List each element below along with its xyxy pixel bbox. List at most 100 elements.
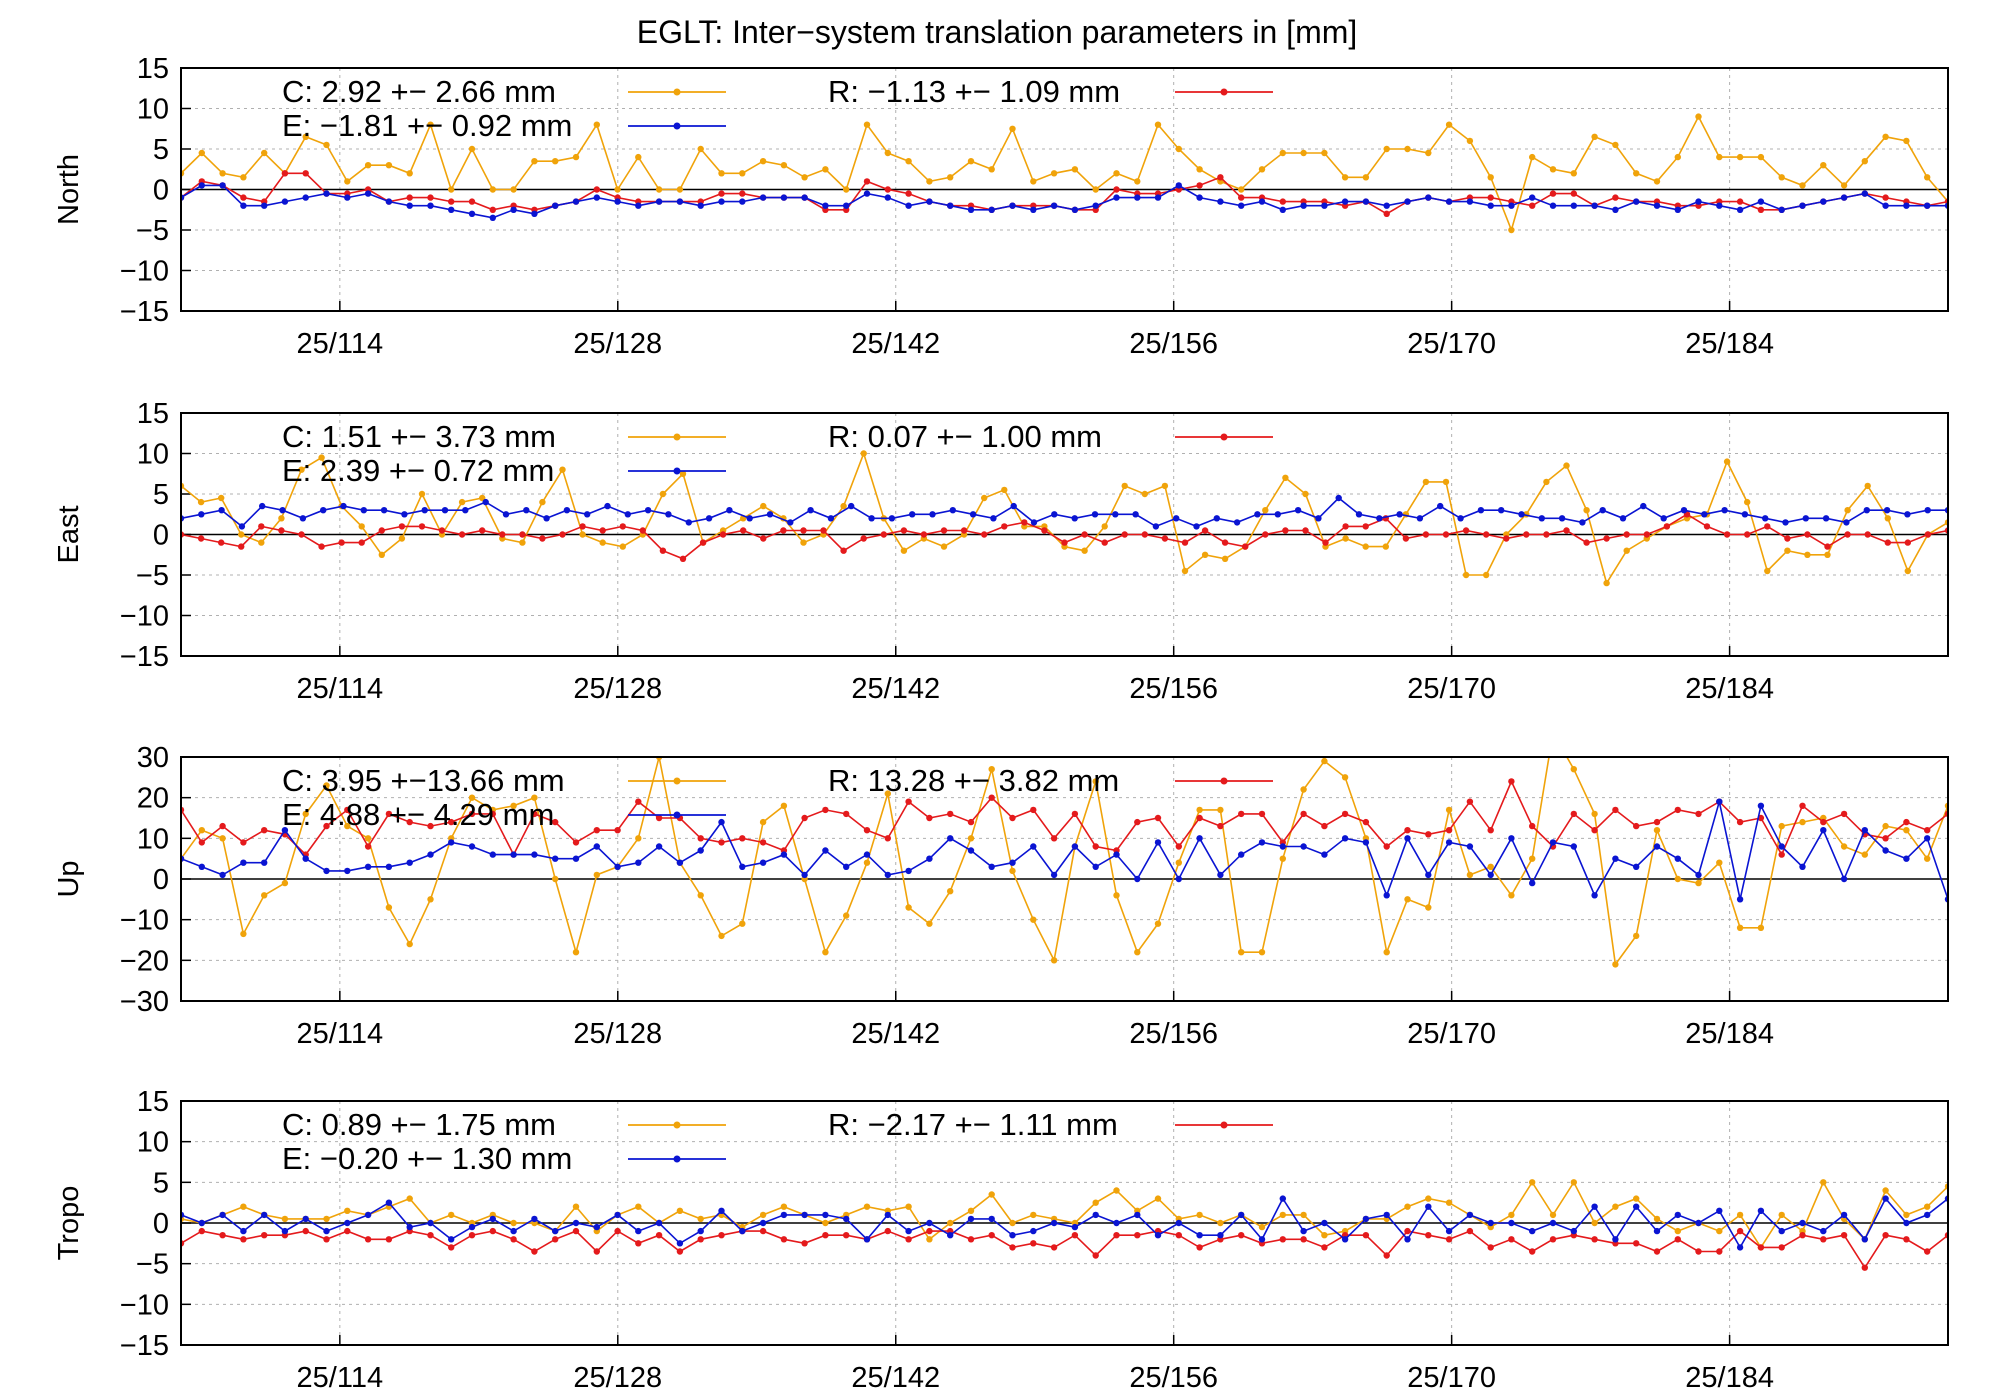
data-point [1757,1244,1765,1251]
data-point [489,186,496,193]
data-point [780,851,788,858]
data-point [364,162,372,169]
data-point [1302,527,1309,534]
data-point [1591,810,1598,818]
data-point [1341,198,1349,205]
panel-tropo: 25/114 25/128 25/142 25/156 25/170 25/184 15 10… [53,1086,1949,1394]
data-point [298,466,305,473]
data-point [1583,507,1590,514]
data-point [1744,498,1751,506]
data-point [1757,206,1765,213]
data-point [1030,1227,1037,1235]
data-point [665,511,672,518]
data-point [1612,1236,1619,1243]
series-line [181,114,1948,233]
legend-marker [1220,88,1228,96]
data-point [1716,859,1723,866]
data-point [1050,170,1058,177]
data-point [1612,1203,1619,1210]
data-point [1591,1203,1598,1210]
data-point [967,847,975,854]
data-point [988,1232,995,1239]
data-point [1483,571,1490,579]
x-tick-label: 25/184 [1685,328,1774,360]
data-point [1633,170,1640,177]
data-point [1092,1211,1099,1219]
data-point [1321,1244,1328,1251]
data-point [1840,1211,1848,1219]
data-point [988,166,995,173]
data-point [1612,194,1619,201]
data-point [1529,1227,1536,1235]
data-point [1193,523,1200,530]
legend-marker [673,88,681,96]
x-tick-label: 25/184 [1685,1018,1774,1050]
data-point [1903,1236,1910,1243]
data-point [759,1227,767,1235]
data-point [1121,482,1128,490]
x-tick-label: 25/128 [573,1018,662,1050]
data-point [1221,539,1229,546]
data-point [1175,875,1183,883]
data-point [1383,210,1390,217]
data-point [1563,527,1570,534]
data-point [1757,924,1765,931]
data-point [947,202,954,209]
data-point [947,1232,954,1239]
data-point [1799,818,1806,826]
data-point [1416,515,1424,522]
data-point [198,827,205,834]
y-tick-label: −30 [120,986,169,1018]
data-point [448,839,455,846]
data-point [1570,810,1578,818]
data-point [552,855,559,862]
data-point [1466,137,1474,145]
data-point [572,1203,580,1210]
data-point [1487,174,1494,181]
data-point [552,202,559,209]
data-point [780,1236,788,1243]
x-tick-label: 25/142 [851,328,940,360]
data-point [1903,855,1910,862]
data-point [635,859,642,866]
data-point [863,1236,871,1243]
y-tick-label: 10 [137,94,169,126]
data-point [1674,875,1682,883]
data-point [860,450,867,457]
data-point [552,818,559,826]
data-point [1633,863,1640,870]
data-point [323,1227,330,1235]
data-point [926,920,933,927]
data-point [981,494,988,502]
data-point [697,145,704,153]
data-point [947,888,954,895]
data-point [1113,170,1120,177]
data-point [843,863,850,870]
data-point [1924,1203,1931,1210]
data-point [281,1215,289,1223]
data-point [401,511,408,518]
legend-label: R: 0.07 +− 1.00 mm [828,419,1102,454]
data-point [1882,822,1889,830]
data-point [1882,202,1889,209]
legend-label: C: 1.51 +− 3.73 mm [282,419,556,454]
data-point [1924,531,1932,538]
data-point [905,867,912,875]
data-point [1404,1236,1411,1243]
data-point [385,810,393,818]
data-point [385,1199,393,1206]
data-point [458,531,466,538]
data-point [1543,531,1550,538]
data-point [1196,1232,1203,1239]
data-point [438,527,446,534]
data-point [344,1207,351,1215]
data-point [1840,810,1848,818]
data-point [385,1236,393,1243]
data-point [840,547,847,554]
data-point [219,871,226,879]
data-point [302,810,309,818]
x-tick-label: 25/184 [1685,1362,1774,1394]
data-point [1175,1232,1183,1239]
x-tick-label: 25/170 [1407,1018,1496,1050]
data-point [1778,843,1785,850]
